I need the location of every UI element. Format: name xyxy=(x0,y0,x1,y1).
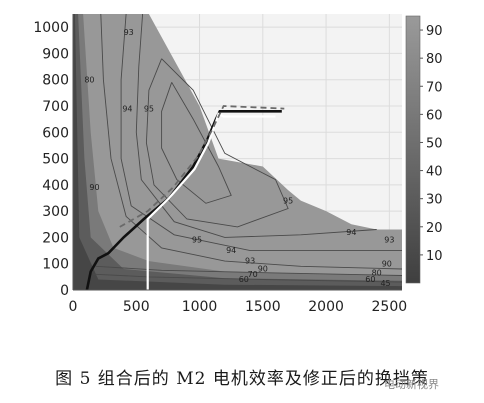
contour-line xyxy=(95,265,403,276)
y-tick-label: 600 xyxy=(42,125,69,141)
y-tick-label: 300 xyxy=(42,204,69,220)
y-tick-label: 100 xyxy=(42,257,69,273)
colorbar-tick-label: 40 xyxy=(426,165,443,180)
contour-label: 95 xyxy=(283,196,293,205)
contour-line xyxy=(145,58,289,228)
x-tick-label: 1000 xyxy=(182,299,218,315)
contour-label: 94 xyxy=(226,246,236,255)
shift-line-gray-dashed xyxy=(119,105,285,228)
contour-line xyxy=(93,273,403,283)
y-tick-label: 1000 xyxy=(33,20,69,36)
y-tick-label: 0 xyxy=(60,283,69,299)
shift-line-white-solid xyxy=(146,112,276,290)
colorbar-tick-label: 60 xyxy=(426,108,443,123)
colorbar-tick-label: 80 xyxy=(426,52,443,67)
x-tick-label: 500 xyxy=(123,299,150,315)
y-tick-label: 200 xyxy=(42,230,69,246)
colorbar xyxy=(405,15,421,284)
efficiency-region xyxy=(73,14,402,290)
x-tick-label: 1500 xyxy=(245,299,281,315)
figure-caption: 图 5 组合后的 M2 电机效率及修正后的换挡策 xyxy=(55,369,429,389)
contour-label: 70 xyxy=(248,270,258,279)
contour-label: 45 xyxy=(380,279,390,288)
colorbar-tick-label: 30 xyxy=(426,193,443,208)
x-tick-label: 0 xyxy=(69,299,78,315)
colorbar-tick-label: 50 xyxy=(426,136,443,151)
contour-label: 95 xyxy=(144,104,154,113)
colorbar-tick-label: 90 xyxy=(426,24,443,39)
contour-line xyxy=(120,13,402,252)
y-tick-label: 400 xyxy=(42,178,69,194)
contour-label: 90 xyxy=(89,183,99,192)
x-tick-label: 2500 xyxy=(372,299,408,315)
contour-label: 90 xyxy=(382,259,392,268)
contour-label: 60 xyxy=(365,275,375,284)
colorbar-tick-label: 70 xyxy=(426,80,443,95)
contour-line xyxy=(100,13,403,270)
contour-line xyxy=(135,13,377,238)
contour-band-lower xyxy=(73,14,402,290)
y-tick-label: 800 xyxy=(42,73,69,89)
colorbar-tick-label: 20 xyxy=(426,221,443,236)
watermark: 电动新视界 xyxy=(384,378,439,391)
contour-line xyxy=(161,82,232,204)
y-tick-label: 700 xyxy=(42,99,69,115)
contour-label: 80 xyxy=(84,75,94,84)
contour-label: 95 xyxy=(192,236,202,245)
contour-label: 60 xyxy=(239,275,249,284)
contour-label: 80 xyxy=(372,269,382,278)
x-tick-label: 2000 xyxy=(308,299,344,315)
colorbar-tick-label: 10 xyxy=(426,249,443,264)
contour-label: 94 xyxy=(122,104,132,113)
y-tick-label: 900 xyxy=(42,46,69,62)
contour-label: 93 xyxy=(384,236,394,245)
contour-label: 93 xyxy=(124,28,134,37)
contour-label: 93 xyxy=(245,257,255,266)
contour-label: 90 xyxy=(258,265,268,274)
contour-label: 94 xyxy=(346,228,356,237)
y-tick-label: 500 xyxy=(42,152,69,168)
